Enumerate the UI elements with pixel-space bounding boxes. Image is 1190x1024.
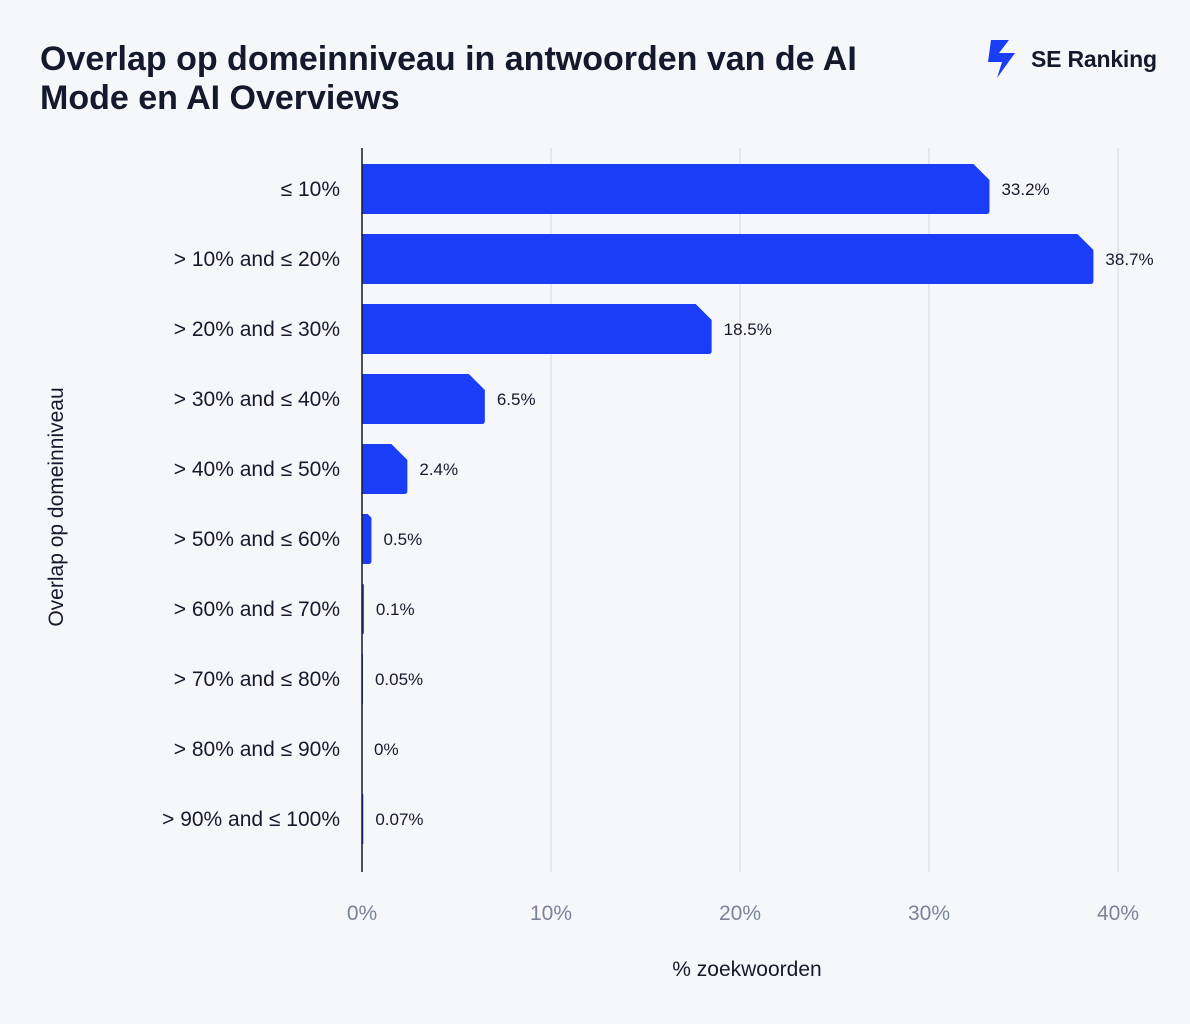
category-label: > 80% and ≤ 90%: [174, 738, 340, 761]
category-label: > 90% and ≤ 100%: [162, 808, 340, 831]
data-label: 0.05%: [375, 670, 423, 689]
data-label: 0.07%: [375, 810, 423, 829]
category-label: > 20% and ≤ 30%: [174, 318, 340, 341]
x-tick-label: 0%: [347, 902, 377, 925]
data-label: 0.5%: [383, 530, 422, 549]
bar: [362, 514, 372, 564]
brand-name: SE Ranking: [1031, 45, 1157, 72]
bar: [362, 234, 1094, 284]
bar: [362, 164, 990, 214]
data-label: 6.5%: [497, 390, 536, 409]
category-label: > 40% and ≤ 50%: [174, 458, 340, 481]
data-label: 2.4%: [419, 460, 458, 479]
data-label: 0%: [374, 740, 399, 759]
x-tick-label: 30%: [908, 902, 950, 925]
bar: [362, 444, 408, 494]
data-label: 18.5%: [724, 320, 772, 339]
category-label: > 10% and ≤ 20%: [174, 248, 340, 271]
brand-logo: SE Ranking: [985, 38, 1157, 80]
data-label: 33.2%: [1001, 180, 1049, 199]
x-tick-label: 40%: [1097, 902, 1139, 925]
x-tick-label: 10%: [530, 902, 572, 925]
data-label: 0.1%: [376, 600, 415, 619]
category-label: ≤ 10%: [281, 178, 340, 201]
chart-title: Overlap op domeinniveau in antwoorden va…: [40, 40, 857, 117]
category-label: > 50% and ≤ 60%: [174, 528, 340, 551]
x-axis-title: % zoekwoorden: [672, 958, 821, 981]
x-tick-label: 20%: [719, 902, 761, 925]
se-ranking-logo-icon: [988, 40, 1015, 78]
category-label: > 30% and ≤ 40%: [174, 388, 340, 411]
category-label: > 60% and ≤ 70%: [174, 598, 340, 621]
bar: [362, 304, 712, 354]
bar: [362, 374, 485, 424]
data-label: 38.7%: [1105, 250, 1153, 269]
y-axis-title: Overlap op domeinniveau: [45, 387, 68, 626]
category-label: > 70% and ≤ 80%: [174, 668, 340, 691]
